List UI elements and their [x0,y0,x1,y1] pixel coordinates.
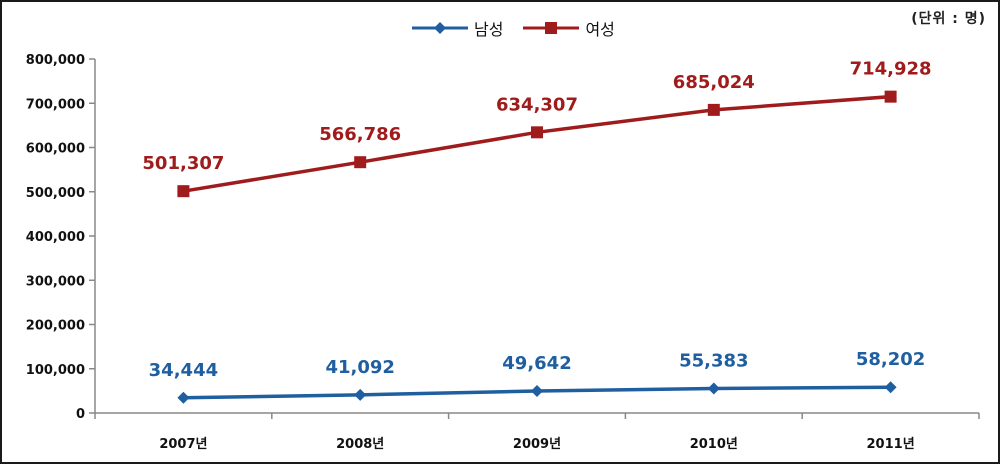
data-point-female [177,185,190,198]
y-tick-label: 400,000 [26,230,85,245]
data-label-male: 55,383 [679,350,748,371]
x-tick-label: 2010년 [690,437,738,452]
legend-male-swatch-icon [412,22,468,34]
y-tick-label: 700,000 [26,97,85,112]
data-label-male: 58,202 [856,349,925,370]
data-point-female [531,126,543,139]
data-point-male [354,388,367,401]
data-label-male: 41,092 [325,357,394,378]
legend-female-swatch-icon [523,22,580,34]
x-tick-label: 2011년 [867,437,915,452]
legend-female-label: 여성 [585,20,615,39]
data-label-male: 34,444 [149,360,218,381]
y-tick-label: 300,000 [26,274,85,289]
x-tick-label: 2008년 [336,437,384,452]
data-point-male [531,385,543,398]
legend: 남성 여성 [410,16,615,40]
y-tick-label: 800,000 [26,53,85,68]
data-point-male [884,381,897,394]
x-tick-label: 2009년 [513,437,561,452]
legend-item-female: 여성 [521,16,615,40]
y-tick-label: 0 [76,407,85,422]
data-label-male: 49,642 [502,353,571,374]
data-point-female [707,103,720,116]
data-point-female [884,90,897,103]
data-label-female: 501,307 [142,153,224,174]
data-label-female: 634,307 [496,94,578,115]
x-tick-label: 2007년 [159,437,207,452]
y-tick-label: 200,000 [26,319,85,334]
data-point-male [177,391,190,404]
y-tick-label: 500,000 [26,186,85,201]
data-label-female: 566,786 [319,124,401,145]
y-tick-label: 100,000 [26,363,85,378]
data-label-female: 685,024 [673,72,755,93]
legend-item-male: 남성 [410,16,503,40]
unit-label: (단위 : 명) [911,11,986,27]
y-tick-label: 600,000 [26,142,85,157]
data-label-female: 714,928 [850,59,932,80]
data-point-male [707,382,720,395]
legend-male-label: 남성 [474,20,504,39]
data-point-female [354,156,367,169]
